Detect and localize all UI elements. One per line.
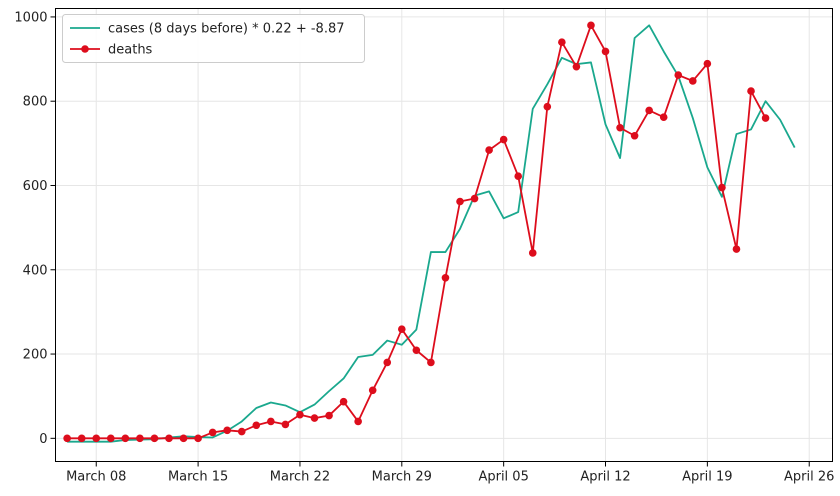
y-axis: 0 200 400 600 800 1000 [14,10,56,447]
data-point-deaths [106,434,115,443]
x-tick-label: March 08 [66,470,126,485]
grid [55,8,833,462]
data-point-deaths [179,434,188,443]
x-tick-label: April 05 [478,470,528,485]
data-point-deaths [732,245,741,253]
y-tick-label: 0 [39,432,47,447]
data-point-deaths [325,411,333,420]
data-point-deaths [296,410,304,419]
data-point-deaths [674,71,683,79]
y-tick-label: 1000 [14,10,47,25]
series-line-deaths [67,24,767,440]
data-point-deaths [528,249,537,257]
series-layer [63,21,796,443]
data-point-deaths [223,426,231,435]
data-point-deaths [645,106,653,115]
data-point-deaths [92,434,101,443]
data-point-deaths [194,434,202,443]
y-tick-label: 400 [23,263,48,278]
data-point-deaths [150,434,159,443]
series-line-cases [67,24,796,443]
data-point-deaths [208,428,217,437]
data-point-deaths [252,421,261,430]
x-tick-label: March 29 [372,470,432,485]
data-point-deaths [354,417,362,426]
x-tick-label: March 22 [270,470,330,485]
data-point-deaths [136,434,144,443]
data-point-deaths [456,197,464,206]
y-tick-label: 800 [23,95,48,110]
data-point-deaths [659,113,668,122]
data-point-deaths [572,62,581,71]
data-point-deaths [63,434,71,443]
x-tick-label: April 19 [682,470,732,485]
data-point-deaths [747,87,755,95]
data-point-deaths [689,77,697,85]
data-point-deaths [761,114,770,122]
legend-label-cases: cases (8 days before) * 0.22 + -8.87 [108,22,345,37]
data-point-deaths [587,21,595,30]
data-point-deaths [267,417,275,426]
data-point-deaths [310,414,319,422]
data-point-deaths [339,397,348,406]
data-point-deaths [499,135,508,144]
x-tick-label: April 12 [580,470,630,485]
data-point-deaths [558,38,566,47]
x-tick-label: April 26 [784,470,834,485]
y-tick-label: 200 [23,348,48,363]
plot-area-frame [55,8,833,462]
y-tick-label: 600 [23,179,48,194]
data-point-deaths [165,434,173,443]
data-point-deaths [398,325,406,333]
data-point-deaths [368,386,377,395]
data-point-deaths [616,123,624,132]
data-point-deaths [601,47,610,56]
legend-label-deaths: deaths [108,43,153,58]
data-point-deaths [383,358,392,367]
data-point-deaths [485,146,493,154]
data-point-deaths [470,194,479,203]
legend: cases (8 days before) * 0.22 + -8.87 dea… [62,14,365,63]
legend-marker-deaths [81,45,89,53]
data-point-deaths [237,427,246,436]
data-point-deaths [543,102,552,111]
data-point-deaths [703,59,712,68]
data-point-deaths [281,420,290,429]
data-point-deaths [630,131,639,140]
legend-box [62,14,365,63]
x-axis: March 08 March 15 March 22 March 29 April 05… [66,461,834,485]
data-point-deaths [427,358,435,367]
x-tick-label: March 15 [168,470,228,485]
data-point-deaths [121,434,130,443]
data-point-deaths [718,183,726,192]
data-point-deaths [412,346,421,355]
data-point-deaths [514,172,523,181]
data-point-deaths [441,273,450,282]
data-point-deaths [77,434,86,443]
